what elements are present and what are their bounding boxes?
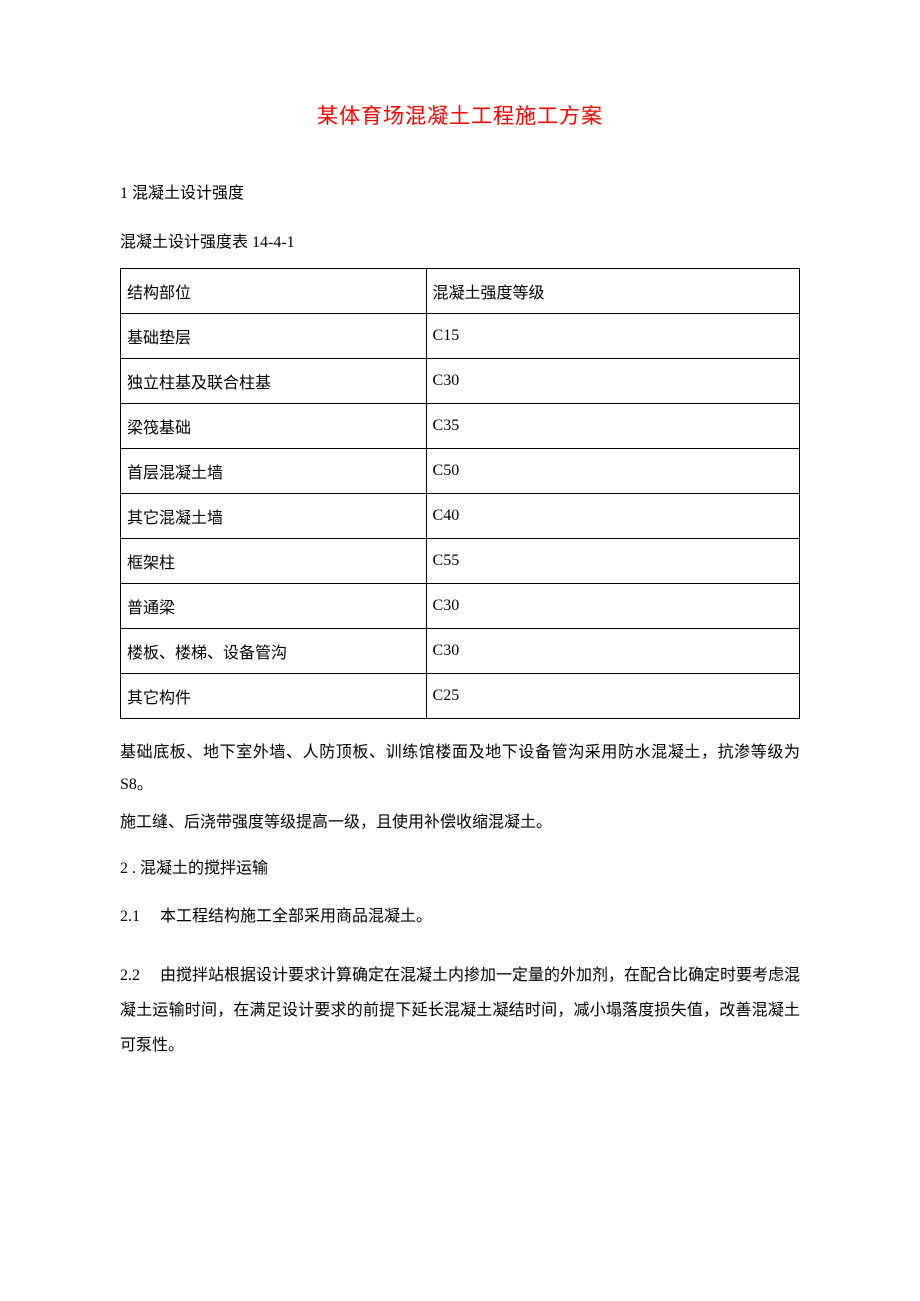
section1-paragraph1: 基础底板、地下室外墙、人防顶板、训练馆楼面及地下设备管沟采用防水混凝土，抗渗等级… xyxy=(120,737,800,801)
table-row: 其它构件 C25 xyxy=(121,673,800,718)
concrete-strength-table: 结构部位 混凝土强度等级 基础垫层 C15 独立柱基及联合柱基 C30 梁筏基础… xyxy=(120,268,800,719)
table-cell: 楼板、楼梯、设备管沟 xyxy=(121,628,427,673)
table-row: 基础垫层 C15 xyxy=(121,313,800,358)
item-text: 由搅拌站根据设计要求计算确定在混凝土内掺加一定量的外加剂，在配合比确定时要考虑混… xyxy=(120,967,800,1054)
table-cell: 其它构件 xyxy=(121,673,427,718)
table-cell: 普通梁 xyxy=(121,583,427,628)
table-header-cell: 结构部位 xyxy=(121,268,427,313)
item-text: 本工程结构施工全部采用商品混凝土。 xyxy=(160,908,432,925)
table-cell: 框架柱 xyxy=(121,538,427,583)
table-cell: C25 xyxy=(426,673,799,718)
table-row: 楼板、楼梯、设备管沟 C30 xyxy=(121,628,800,673)
table-cell: C55 xyxy=(426,538,799,583)
table-cell: C30 xyxy=(426,358,799,403)
table-cell: C30 xyxy=(426,583,799,628)
table-cell: 其它混凝土墙 xyxy=(121,493,427,538)
table-cell: 独立柱基及联合柱基 xyxy=(121,358,427,403)
table-cell: C30 xyxy=(426,628,799,673)
table-row: 首层混凝土墙 C50 xyxy=(121,448,800,493)
table-row: 其它混凝土墙 C40 xyxy=(121,493,800,538)
table-caption: 混凝土设计强度表 14-4-1 xyxy=(120,229,800,258)
table-row: 梁筏基础 C35 xyxy=(121,403,800,448)
table-header-row: 结构部位 混凝土强度等级 xyxy=(121,268,800,313)
section2-item-2-2: 2.2 由搅拌站根据设计要求计算确定在混凝土内掺加一定量的外加剂，在配合比确定时… xyxy=(120,958,800,1064)
table-cell: C35 xyxy=(426,403,799,448)
table-cell: C50 xyxy=(426,448,799,493)
table-cell: 基础垫层 xyxy=(121,313,427,358)
table-cell: C15 xyxy=(426,313,799,358)
table-header-cell: 混凝土强度等级 xyxy=(426,268,799,313)
table-cell: 梁筏基础 xyxy=(121,403,427,448)
section1-paragraph2: 施工缝、后浇带强度等级提高一级，且使用补偿收缩混凝土。 xyxy=(120,807,800,839)
section2-heading: 2 . 混凝土的搅拌运输 xyxy=(120,853,800,885)
document-title: 某体育场混凝土工程施工方案 xyxy=(120,100,800,130)
section1-heading: 1 混凝土设计强度 xyxy=(120,180,800,209)
item-number: 2.2 xyxy=(120,958,156,993)
section2-item-2-1: 2.1 本工程结构施工全部采用商品混凝土。 xyxy=(120,899,800,934)
table-row: 框架柱 C55 xyxy=(121,538,800,583)
table-row: 普通梁 C30 xyxy=(121,583,800,628)
item-number: 2.1 xyxy=(120,899,156,934)
table-cell: 首层混凝土墙 xyxy=(121,448,427,493)
table-cell: C40 xyxy=(426,493,799,538)
table-row: 独立柱基及联合柱基 C30 xyxy=(121,358,800,403)
